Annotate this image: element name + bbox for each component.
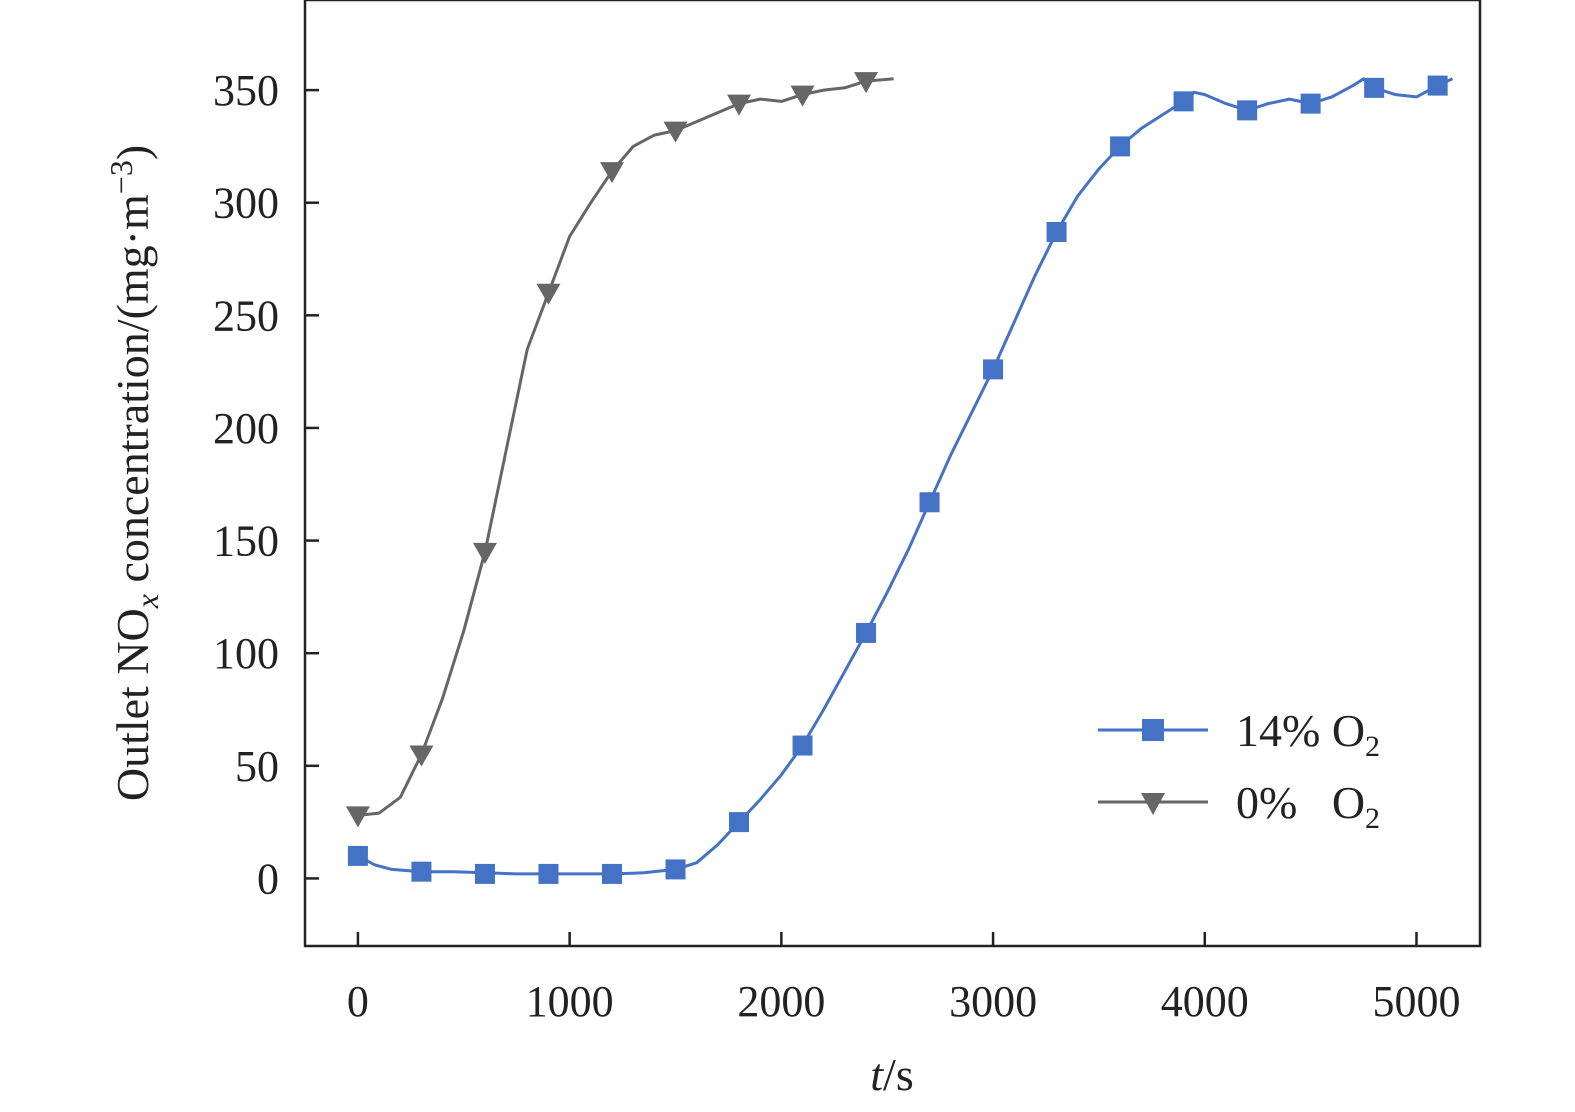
y-tick-label: 50: [235, 742, 279, 791]
legend: 14% O2 0% O2: [1098, 705, 1380, 835]
y-axis-ticks: 0 50 100 150 200 250 300 350: [213, 66, 319, 903]
svg-text:0% O2: 0% O2: [1236, 777, 1380, 835]
data-point: [854, 72, 879, 94]
svg-text:14% O2: 14% O2: [1236, 705, 1380, 763]
data-point: [345, 806, 370, 828]
data-point: [727, 94, 752, 116]
data-point: [983, 359, 1004, 380]
y-tick-label: 200: [213, 404, 279, 453]
data-point: [536, 283, 561, 305]
data-point: [1300, 93, 1321, 114]
data-point: [1364, 77, 1385, 98]
series-layer: [345, 72, 1454, 884]
x-axis-ticks: 0 1000 2000 3000 4000 5000: [347, 932, 1460, 1026]
data-point: [538, 863, 559, 884]
legend-entry-14-o2: 14% O2: [1098, 705, 1380, 763]
x-tick-label: 3000: [949, 977, 1037, 1026]
y-tick-label: 300: [213, 179, 279, 228]
data-point: [411, 861, 432, 882]
series-line: [357, 77, 894, 817]
data-point: [729, 812, 750, 833]
data-point: [472, 542, 497, 564]
series-1: [345, 72, 894, 828]
x-tick-label: 0: [347, 977, 369, 1026]
y-tick-label: 150: [213, 517, 279, 566]
data-point: [792, 735, 813, 756]
data-point: [663, 121, 688, 143]
data-point: [1427, 75, 1448, 96]
data-point: [409, 745, 434, 767]
y-tick-label: 350: [213, 66, 279, 115]
data-point: [1046, 221, 1067, 242]
data-point: [665, 859, 686, 880]
plot-frame: [303, 0, 1482, 948]
y-tick-label: 250: [213, 291, 279, 340]
y-tick-label: 100: [213, 629, 279, 678]
x-tick-label: 4000: [1161, 977, 1249, 1026]
data-point: [1173, 91, 1194, 112]
x-tick-label: 2000: [737, 977, 825, 1026]
x-axis-label: t/s: [870, 1049, 913, 1100]
data-point: [919, 492, 940, 513]
data-point: [474, 863, 495, 884]
data-point: [1110, 136, 1131, 157]
data-point: [856, 622, 877, 643]
data-point: [347, 845, 368, 866]
data-point: [599, 162, 624, 184]
x-tick-label: 1000: [526, 977, 614, 1026]
data-point: [601, 863, 622, 884]
legend-entry-0-o2: 0% O2: [1098, 777, 1380, 835]
y-tick-label: 0: [257, 854, 279, 903]
data-point: [1237, 100, 1258, 121]
series-0: [347, 75, 1454, 884]
data-point: [790, 85, 815, 107]
x-tick-label: 5000: [1372, 977, 1460, 1026]
y-axis-label: Outlet NOx concentration/(mg·m−3): [103, 145, 165, 801]
